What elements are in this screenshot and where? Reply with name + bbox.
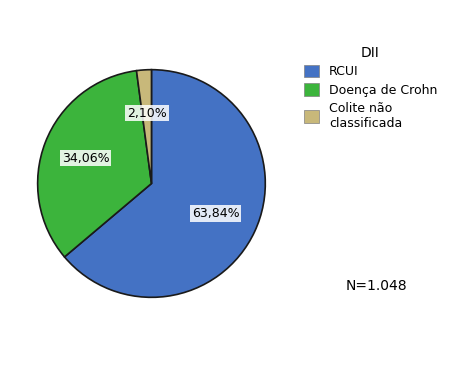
Text: 2,10%: 2,10% [127,106,167,120]
Text: 34,06%: 34,06% [62,152,109,164]
Text: N=1.048: N=1.048 [346,279,407,293]
Wedge shape [65,70,265,297]
Wedge shape [38,71,151,257]
Wedge shape [136,70,151,184]
Text: 63,84%: 63,84% [192,207,239,220]
Legend: RCUI, Doença de Crohn, Colite não
classificada: RCUI, Doença de Crohn, Colite não classi… [300,42,441,134]
